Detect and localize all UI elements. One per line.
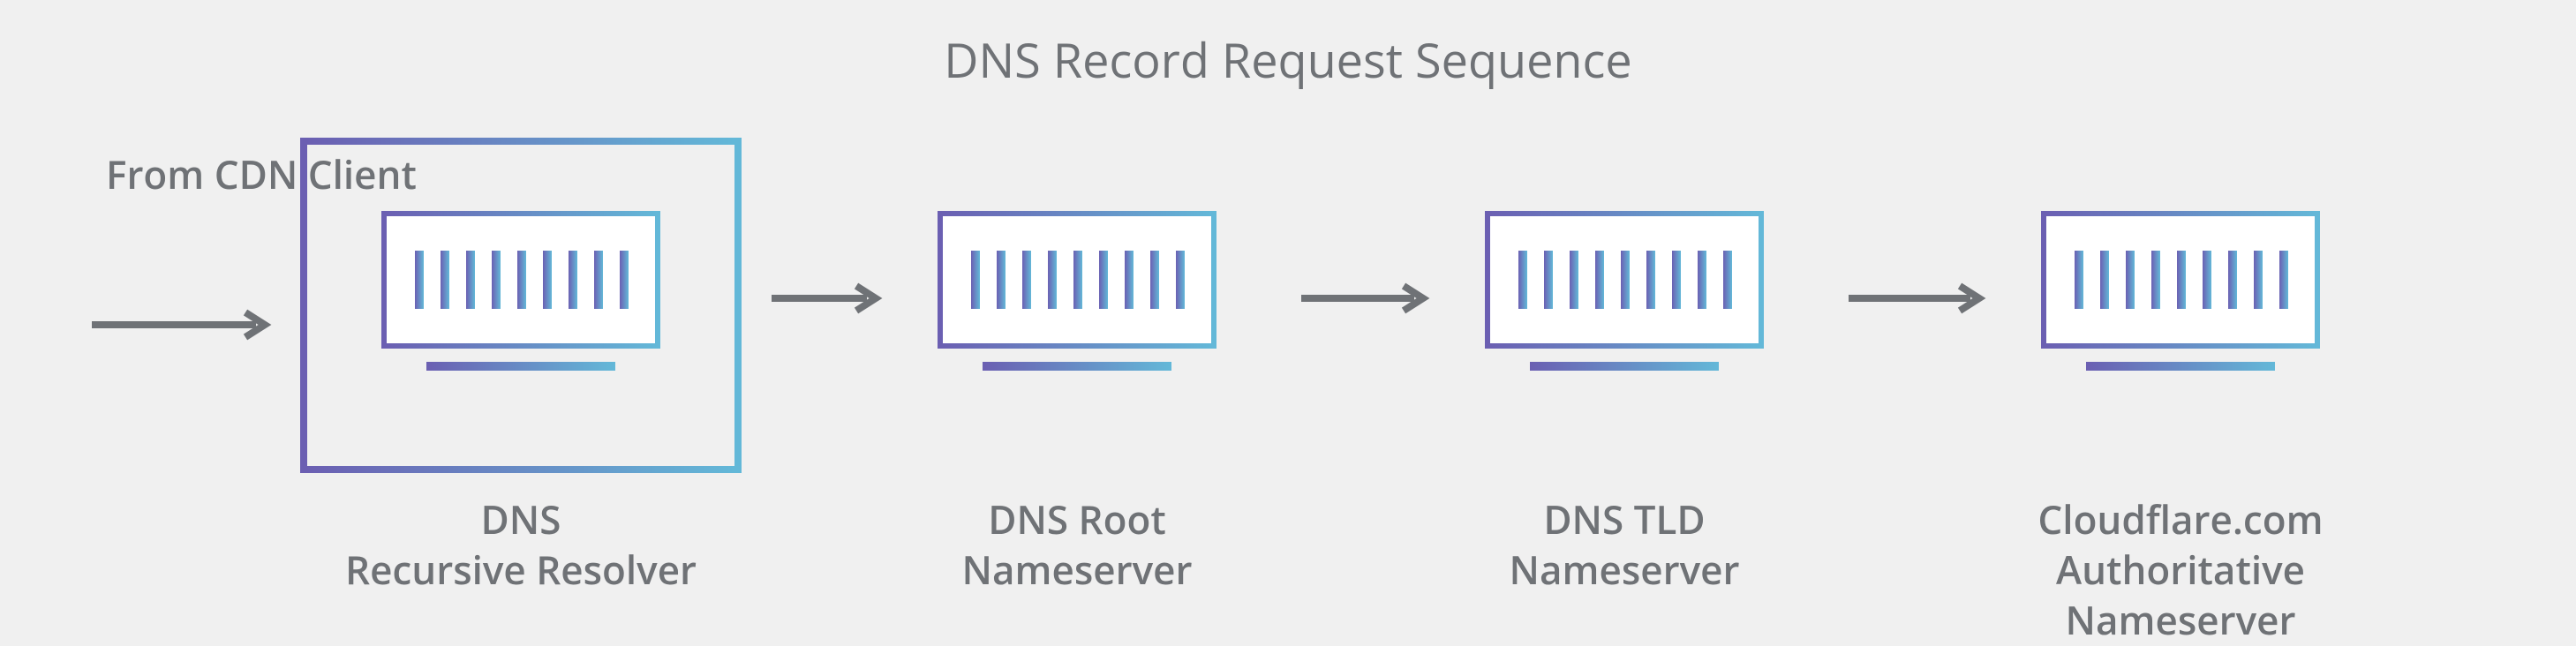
stage-label-0: DNS Recursive Resolver <box>327 494 715 595</box>
server-icon <box>2035 205 2326 381</box>
stage-authoritative-nameserver <box>2013 205 2348 381</box>
arrow-2 <box>1298 281 1439 316</box>
server-icon <box>1479 205 1770 381</box>
stage-root-nameserver <box>909 205 1245 381</box>
arrow-origin <box>88 307 282 342</box>
stage-label-3: Cloudflare.com Authoritative Nameserver <box>1969 494 2392 646</box>
stage-tld-nameserver <box>1457 205 1792 381</box>
stage-label-1: DNS Root Nameserver <box>883 494 1271 595</box>
server-icon <box>375 205 667 381</box>
arrow-1 <box>768 281 892 316</box>
arrow-3 <box>1845 281 1995 316</box>
stage-label-2: DNS TLD Nameserver <box>1430 494 1819 595</box>
diagram-title: DNS Record Request Sequence <box>0 26 2576 92</box>
server-icon <box>931 205 1223 381</box>
stage-recursive-resolver <box>353 205 689 381</box>
